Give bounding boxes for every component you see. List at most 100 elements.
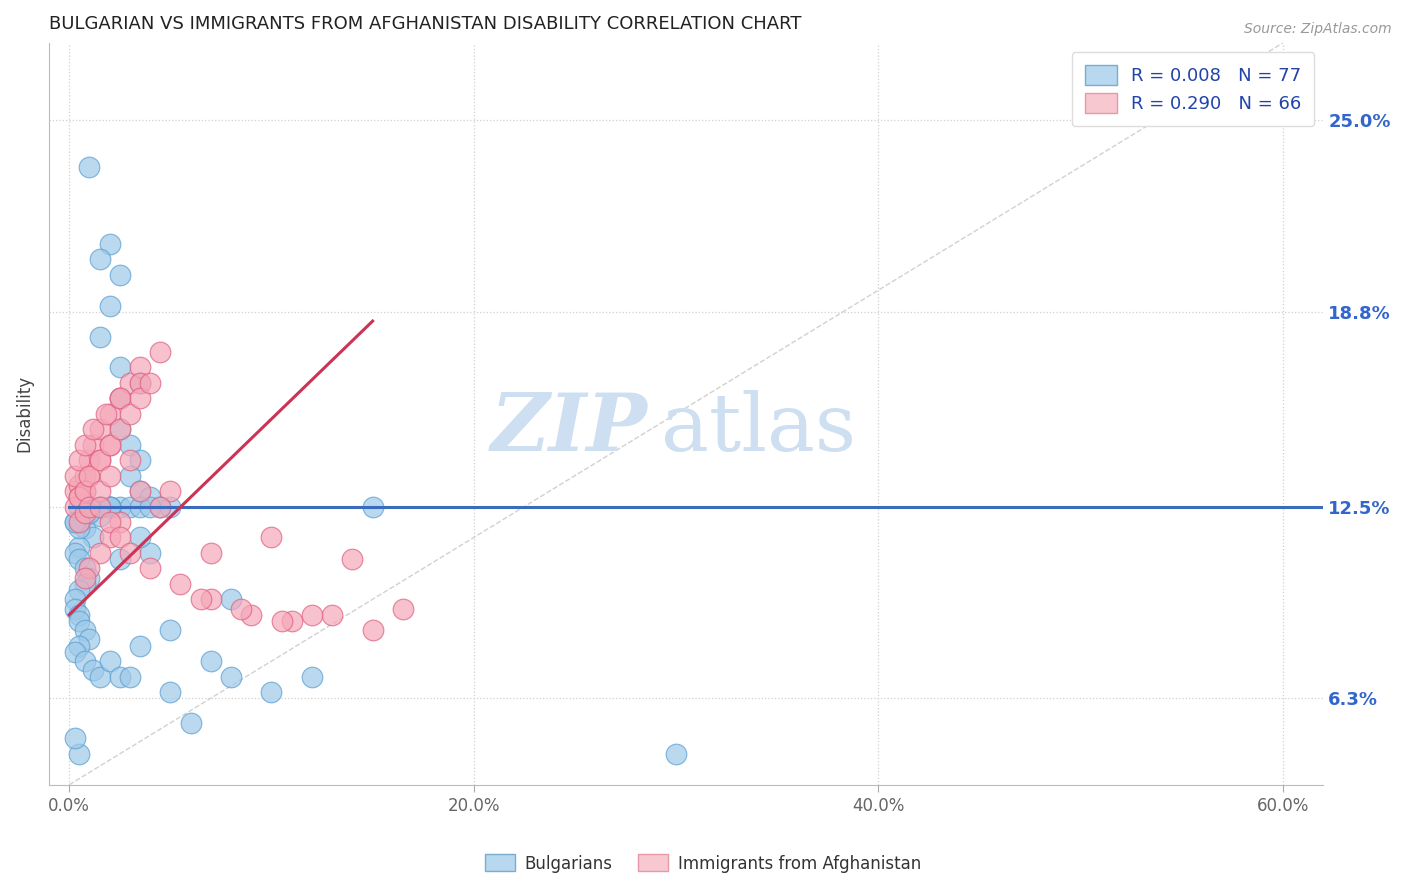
Point xyxy=(665,747,688,761)
Point xyxy=(75,571,97,585)
Point xyxy=(260,685,283,699)
Point xyxy=(301,669,323,683)
Point xyxy=(108,515,131,529)
Point xyxy=(98,438,121,452)
Point xyxy=(67,540,90,554)
Point xyxy=(89,669,111,683)
Point xyxy=(75,468,97,483)
Point xyxy=(200,654,222,668)
Point xyxy=(321,607,343,622)
Point xyxy=(98,236,121,251)
Point xyxy=(79,160,101,174)
Point xyxy=(79,468,101,483)
Point xyxy=(118,669,141,683)
Point xyxy=(361,624,384,638)
Point xyxy=(67,490,90,504)
Point xyxy=(98,407,121,421)
Point xyxy=(67,515,90,529)
Point xyxy=(75,521,97,535)
Point xyxy=(65,468,87,483)
Point xyxy=(82,422,104,436)
Point xyxy=(79,561,101,575)
Point xyxy=(108,422,131,436)
Point xyxy=(67,747,90,761)
Point xyxy=(67,500,90,514)
Point xyxy=(149,345,172,359)
Point xyxy=(139,546,162,560)
Point xyxy=(79,571,101,585)
Point xyxy=(149,500,172,514)
Point xyxy=(89,453,111,467)
Point xyxy=(65,546,87,560)
Point xyxy=(67,639,90,653)
Point xyxy=(108,392,131,406)
Point xyxy=(159,484,181,499)
Point xyxy=(118,376,141,390)
Point xyxy=(180,715,202,730)
Point xyxy=(79,500,101,514)
Point xyxy=(108,669,131,683)
Point xyxy=(98,500,121,514)
Point xyxy=(89,422,111,436)
Point xyxy=(89,484,111,499)
Point xyxy=(361,500,384,514)
Point xyxy=(65,515,87,529)
Point xyxy=(98,500,121,514)
Point xyxy=(82,664,104,678)
Point xyxy=(82,531,104,545)
Point xyxy=(118,407,141,421)
Point xyxy=(342,552,364,566)
Point xyxy=(75,484,97,499)
Point xyxy=(98,654,121,668)
Point xyxy=(98,500,121,514)
Text: ZIP: ZIP xyxy=(491,390,648,467)
Point xyxy=(67,614,90,628)
Point xyxy=(67,552,90,566)
Point xyxy=(98,500,121,514)
Point xyxy=(129,453,152,467)
Point xyxy=(301,607,323,622)
Point xyxy=(75,438,97,452)
Point xyxy=(65,645,87,659)
Point xyxy=(118,468,141,483)
Point xyxy=(129,360,152,375)
Point xyxy=(139,490,162,504)
Point xyxy=(129,639,152,653)
Point xyxy=(98,299,121,313)
Point xyxy=(75,654,97,668)
Point xyxy=(159,685,181,699)
Point xyxy=(79,453,101,467)
Point xyxy=(98,515,121,529)
Point xyxy=(108,531,131,545)
Point xyxy=(89,329,111,343)
Point xyxy=(94,407,117,421)
Point xyxy=(82,438,104,452)
Point xyxy=(98,438,121,452)
Point xyxy=(219,669,242,683)
Point xyxy=(65,592,87,607)
Point xyxy=(89,546,111,560)
Legend: R = 0.008   N = 77, R = 0.290   N = 66: R = 0.008 N = 77, R = 0.290 N = 66 xyxy=(1071,52,1315,126)
Point xyxy=(67,582,90,597)
Point xyxy=(280,614,302,628)
Text: Source: ZipAtlas.com: Source: ZipAtlas.com xyxy=(1244,22,1392,37)
Point xyxy=(129,500,152,514)
Point xyxy=(260,531,283,545)
Point xyxy=(129,531,152,545)
Point xyxy=(108,500,131,514)
Point xyxy=(79,632,101,647)
Point xyxy=(89,500,111,514)
Point xyxy=(108,392,131,406)
Point xyxy=(200,546,222,560)
Point xyxy=(79,500,101,514)
Point xyxy=(67,515,90,529)
Point xyxy=(79,500,101,514)
Point xyxy=(65,500,87,514)
Point xyxy=(67,453,90,467)
Point xyxy=(231,601,253,615)
Point xyxy=(67,521,90,535)
Point xyxy=(67,490,90,504)
Point xyxy=(98,531,121,545)
Text: atlas: atlas xyxy=(661,390,856,467)
Point xyxy=(108,268,131,282)
